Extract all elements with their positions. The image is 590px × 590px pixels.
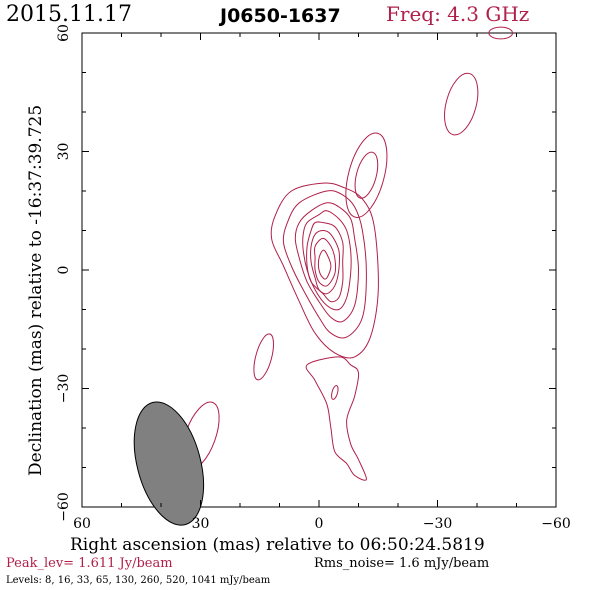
core-contour-33 bbox=[294, 202, 360, 323]
core-contour-1041 bbox=[317, 249, 332, 280]
y-axis-title: Declination (mas) relative to -16:37:39.… bbox=[26, 105, 46, 476]
component-contour-5 bbox=[331, 385, 339, 400]
core-contour-520 bbox=[313, 237, 337, 287]
contour-layer bbox=[181, 26, 514, 481]
y-tick-label: 60 bbox=[56, 24, 72, 42]
peak-level: Peak_lev= 1.611 Jy/beam bbox=[6, 556, 173, 571]
y-tick-label: −30 bbox=[56, 374, 72, 404]
core-contour-65 bbox=[302, 210, 352, 311]
beam-layer bbox=[133, 401, 205, 526]
core-contour-16 bbox=[282, 190, 367, 339]
component-contour-4 bbox=[253, 333, 274, 381]
y-tick-label: 0 bbox=[56, 266, 72, 275]
component-contour-0 bbox=[345, 132, 388, 218]
x-tick-label: 0 bbox=[315, 516, 324, 532]
y-tick-label: −60 bbox=[56, 492, 72, 522]
beam-ellipse bbox=[133, 401, 205, 526]
component-contour-2 bbox=[444, 72, 479, 136]
component-contour-1 bbox=[354, 151, 379, 199]
observation-date: 2015.11.17 bbox=[6, 2, 132, 27]
component-contour-3 bbox=[488, 26, 514, 40]
x-tick-label: −30 bbox=[423, 516, 453, 532]
x-tick-label: 30 bbox=[192, 516, 210, 532]
jet-tail-contour bbox=[305, 356, 367, 481]
x-tick-label: −60 bbox=[541, 516, 571, 532]
source-name: J0650-1637 bbox=[218, 5, 341, 27]
core-contour-8 bbox=[270, 182, 379, 359]
rms-noise: Rms_noise= 1.6 mJy/beam bbox=[314, 556, 489, 571]
x-tick-label: 60 bbox=[73, 516, 91, 532]
contour-levels: Levels: 8, 16, 33, 65, 130, 260, 520, 10… bbox=[6, 575, 271, 586]
core-contour-130 bbox=[306, 221, 344, 303]
frequency-label: Freq: 4.3 GHz bbox=[386, 2, 529, 26]
y-tick-label: 30 bbox=[56, 143, 72, 161]
x-axis-title: Right ascension (mas) relative to 06:50:… bbox=[70, 535, 485, 555]
core-contour-260 bbox=[310, 229, 341, 295]
